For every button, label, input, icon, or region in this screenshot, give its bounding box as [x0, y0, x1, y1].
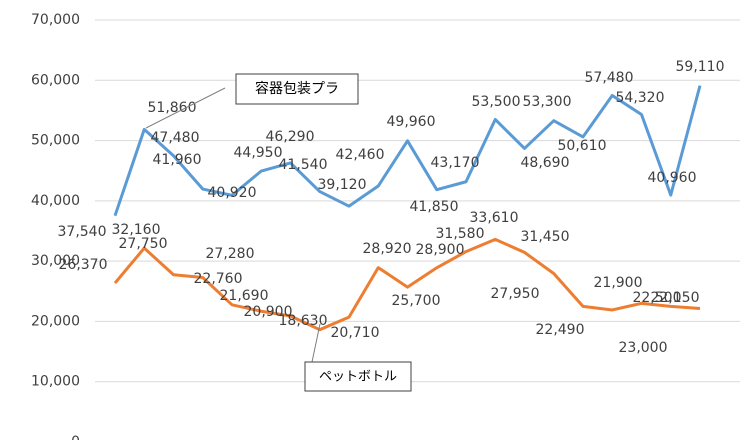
data-label: 26,370 [59, 257, 108, 273]
y-tick-label: 30,000 [31, 253, 80, 269]
data-label: 23,000 [619, 340, 668, 356]
data-label: 43,170 [431, 155, 480, 171]
data-label: 22,500 [633, 290, 682, 306]
data-label: 57,480 [585, 70, 634, 86]
series-line [113, 237, 701, 332]
data-label: 22,760 [194, 271, 243, 287]
data-label: 47,480 [151, 130, 200, 146]
data-label: 59,110 [676, 59, 725, 75]
data-label: 50,610 [558, 138, 607, 154]
data-label: 41,540 [279, 157, 328, 173]
data-label: 27,950 [491, 286, 540, 302]
data-label: 51,860 [148, 100, 197, 116]
data-label: 40,960 [648, 170, 697, 186]
lines [113, 85, 702, 332]
series-callout: ペットボトル [319, 370, 397, 385]
callout-box [304, 361, 412, 392]
y-tick-label: 50,000 [31, 133, 80, 149]
y-tick-label: 60,000 [31, 72, 80, 88]
y-tick-label: 20,000 [31, 313, 80, 329]
series-line [113, 85, 702, 217]
data-label: 49,960 [387, 114, 436, 130]
data-label: 21,900 [594, 275, 643, 291]
data-label: 20,900 [244, 304, 293, 320]
y-tick-label: 0 [71, 434, 80, 440]
data-label: 48,690 [521, 155, 570, 171]
data-label: 40,920 [208, 185, 257, 201]
grid: 0 10,000 20,000 30,000 40,000 50,000 60,000 70,… [31, 12, 740, 440]
data-label: 54,320 [616, 90, 665, 106]
data-label: 31,450 [521, 229, 570, 245]
callout-leader [311, 323, 321, 363]
y-tick-label: 40,000 [31, 193, 80, 209]
data-label: 25,700 [392, 293, 441, 309]
data-label: 41,960 [153, 152, 202, 168]
data-label: 21,690 [220, 288, 269, 304]
data-label: 53,500 [472, 94, 521, 110]
series-callout: 容器包装プラ [255, 80, 339, 97]
labels: 37,540 51,860 47,480 41,960 40,920 44,95046,2… [58, 59, 725, 356]
data-label: 37,540 [58, 224, 107, 240]
data-label: 20,710 [331, 325, 380, 341]
callout-leader [145, 87, 226, 129]
data-label: 22,150 [651, 290, 700, 306]
y-tick-label: 70,000 [31, 12, 80, 28]
data-label: 44,950 [234, 145, 283, 161]
data-label: 28,900 [416, 242, 465, 258]
data-label: 27,750 [119, 236, 168, 252]
data-label: 42,460 [336, 147, 385, 163]
data-label: 32,160 [112, 222, 161, 238]
data-label: 27,280 [206, 246, 255, 262]
data-label: 22,490 [536, 322, 585, 338]
data-label: 41,850 [410, 199, 459, 215]
data-label: 28,920 [363, 241, 412, 257]
data-label: 39,120 [318, 177, 367, 193]
callout-box [235, 73, 359, 105]
data-label: 18,630 [279, 313, 328, 329]
data-label: 33,610 [470, 210, 519, 226]
data-label: 31,580 [436, 226, 485, 242]
data-label: 46,290 [266, 129, 315, 145]
y-tick-label: 10,000 [31, 374, 80, 390]
data-label: 53,300 [523, 94, 572, 110]
